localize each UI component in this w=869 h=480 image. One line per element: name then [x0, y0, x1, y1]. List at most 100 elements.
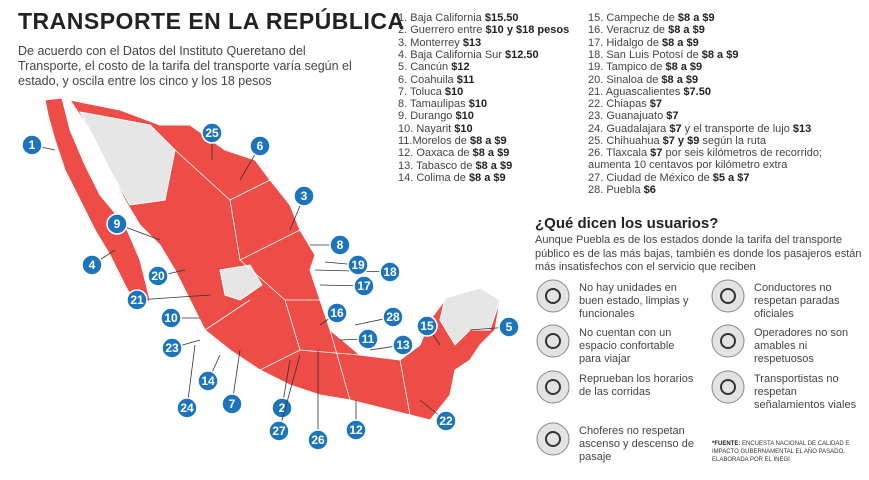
price-entry: 13. Tabasco de $8 a $9	[398, 160, 512, 172]
marker-label: 7	[229, 397, 236, 411]
marker-label: 12	[349, 423, 363, 437]
intro: De acuerdo con el Datos del Instituto Qu…	[18, 44, 352, 88]
price-entry: 24. Guadalajara $7 y el transporte de lu…	[588, 123, 811, 135]
section-title: ¿Qué dicen los usuarios?	[535, 215, 719, 232]
price-label: 10. Nayarit	[398, 122, 452, 135]
price-entry: 3. Monterrey $13	[398, 37, 481, 49]
marker	[176, 397, 198, 419]
price-label: según la ruta	[702, 135, 766, 147]
price-label: 23. Guanajuato	[588, 110, 664, 123]
icon-glyph	[720, 288, 736, 304]
marker-label: 10	[164, 311, 178, 325]
map: 1234567891011121314151617181920212223242…	[21, 97, 520, 451]
icon	[536, 370, 570, 404]
leader-line	[278, 354, 301, 432]
price-amount: $8 a $9	[677, 12, 715, 24]
price-amount: $10 y $18 pesos	[485, 24, 570, 37]
price-label: 6. Coahuila	[398, 73, 454, 86]
marker-label: 25	[205, 126, 219, 140]
price-amount: $13	[462, 36, 482, 49]
marker	[147, 265, 169, 287]
price-label: 4. Baja California Sur	[398, 48, 502, 61]
complaint: No cuentan con un espacio confortable pa…	[579, 327, 675, 365]
complaint: Transportistas no respetan señalamientos…	[754, 373, 857, 411]
marker-label: 17	[357, 279, 371, 293]
icon-glyph	[720, 379, 736, 395]
marker-label: 24	[180, 401, 194, 415]
price-label: 14. Colima de	[398, 171, 466, 184]
marker-label: 21	[130, 293, 144, 307]
icon-glyph	[545, 431, 561, 447]
marker	[268, 420, 290, 442]
price-amount: $11	[456, 73, 475, 86]
marker	[353, 275, 375, 297]
marker-label: 16	[330, 306, 344, 320]
marker-label: 22	[439, 414, 453, 428]
price-label: y el transporte de lujo	[684, 122, 790, 135]
price-label: 21. Aguascalientes	[588, 85, 681, 98]
complaint: Conductores no respetan paradas oficiale…	[754, 282, 840, 320]
price-amount: $15.50	[484, 12, 519, 24]
title: TRANSPORTE EN LA REPÚBLICA	[18, 8, 405, 34]
price-amount: $8 a $9	[661, 73, 699, 86]
price-label: 16. Veracruz de	[588, 24, 666, 37]
marker-label: 3	[301, 189, 308, 203]
price-amount: $12	[451, 61, 470, 74]
marker	[326, 302, 348, 324]
price-label: 1. Baja California	[398, 12, 482, 24]
price-amount: $10	[454, 122, 473, 135]
price-label: por seis kilómetros de recorrido; aument…	[588, 147, 822, 172]
price-entry: 4. Baja California Sur $12.50	[398, 49, 539, 61]
marker	[347, 254, 369, 276]
price-label: 28. Puebla	[588, 183, 641, 196]
marker	[106, 213, 128, 235]
marker-label: 1	[29, 138, 36, 152]
price-amount: $7	[669, 122, 682, 135]
price-label: 18. San Luis Potosí de	[588, 48, 699, 61]
price-label: 26. Tlaxcala	[588, 147, 648, 160]
land	[68, 99, 501, 421]
price-amount: $8 a $9	[665, 61, 703, 74]
icon	[536, 324, 570, 358]
price-entry: 23. Guanajuato $7	[588, 110, 679, 122]
marker	[307, 429, 329, 451]
marker	[21, 134, 43, 156]
icon-glyph	[545, 333, 561, 349]
price-entry: 19. Tampico de $8 a $9	[588, 61, 702, 73]
marker	[357, 328, 379, 350]
price-entry: 27. Ciudad de México de $5 a $7	[588, 172, 749, 184]
leader-line	[136, 294, 211, 301]
price-amount: $8 a $9	[469, 135, 507, 147]
price-label: 7. Toluca	[398, 85, 442, 98]
marker	[221, 393, 243, 415]
marker	[498, 316, 520, 338]
price-entry: 8. Tamaulipas $10	[398, 98, 487, 110]
price-label: 20. Sinaloa de	[588, 73, 659, 86]
marker	[382, 306, 404, 328]
state-borders	[174, 149, 411, 416]
price-entry: 5. Cancún $12	[398, 61, 470, 73]
price-amount: $13	[792, 122, 812, 135]
price-amount: $7 y $9	[662, 135, 700, 147]
complaint: Reprueban los horarios de las corridas	[579, 373, 694, 398]
marker	[201, 122, 223, 144]
marker	[392, 334, 414, 356]
marker-label: 27	[272, 424, 286, 438]
complaint: Operadores no son amables ni respetuosos	[754, 327, 849, 365]
marker-label: 20	[151, 269, 165, 283]
price-amount: $5 a $7	[712, 171, 750, 184]
marker-label: 13	[396, 338, 410, 352]
price-entry: 20. Sinaloa de $8 a $9	[588, 74, 698, 86]
marker-label: 4	[89, 258, 96, 272]
icon	[536, 279, 570, 313]
price-label: 9. Durango	[398, 110, 453, 123]
icon	[711, 324, 745, 358]
complaint: Choferes no respetan ascenso y descenso …	[579, 425, 694, 463]
price-label: 17. Hidalgo de	[588, 36, 659, 49]
price-amount: $7	[649, 98, 663, 111]
marker	[379, 261, 401, 283]
marker-label: 5	[506, 320, 513, 334]
marker-label: 2	[279, 401, 286, 415]
